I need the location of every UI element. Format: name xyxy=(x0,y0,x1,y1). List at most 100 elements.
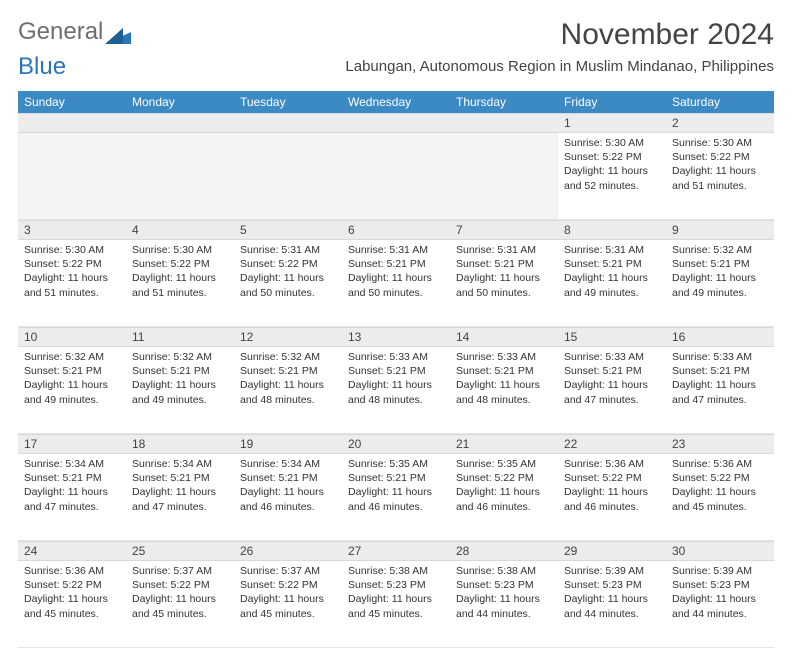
sunrise-text: Sunrise: 5:39 AM xyxy=(672,564,768,578)
weekday-header: Friday xyxy=(558,91,666,113)
day-number: 29 xyxy=(558,541,666,561)
day-number-cell: 21 xyxy=(450,434,558,455)
sunset-text: Sunset: 5:22 PM xyxy=(564,471,660,485)
day-details-cell: Sunrise: 5:36 AMSunset: 5:22 PMDaylight:… xyxy=(18,561,126,648)
day-number-cell: 1 xyxy=(558,113,666,133)
sunrise-text: Sunrise: 5:34 AM xyxy=(132,457,228,471)
day-number-cell: 9 xyxy=(666,220,774,241)
day-details-cell: Sunrise: 5:38 AMSunset: 5:23 PMDaylight:… xyxy=(342,561,450,648)
day-details: Sunrise: 5:36 AMSunset: 5:22 PMDaylight:… xyxy=(666,454,774,518)
sunrise-text: Sunrise: 5:32 AM xyxy=(240,350,336,364)
sunrise-text: Sunrise: 5:32 AM xyxy=(24,350,120,364)
sunset-text: Sunset: 5:21 PM xyxy=(456,364,552,378)
sunrise-text: Sunrise: 5:36 AM xyxy=(672,457,768,471)
day-details: Sunrise: 5:32 AMSunset: 5:21 PMDaylight:… xyxy=(234,347,342,411)
sunrise-text: Sunrise: 5:33 AM xyxy=(672,350,768,364)
day-number-cell: 11 xyxy=(126,327,234,348)
daylight-text: Daylight: 11 hours and 51 minutes. xyxy=(24,271,120,299)
daylight-text: Daylight: 11 hours and 47 minutes. xyxy=(672,378,768,406)
day-details-cell: Sunrise: 5:30 AMSunset: 5:22 PMDaylight:… xyxy=(18,240,126,327)
sunrise-text: Sunrise: 5:32 AM xyxy=(132,350,228,364)
day-number-cell: 14 xyxy=(450,327,558,348)
day-number-cell: 18 xyxy=(126,434,234,455)
day-number-cell: 3 xyxy=(18,220,126,241)
sunset-text: Sunset: 5:21 PM xyxy=(456,257,552,271)
day-details: Sunrise: 5:35 AMSunset: 5:21 PMDaylight:… xyxy=(342,454,450,518)
daylight-text: Daylight: 11 hours and 47 minutes. xyxy=(24,485,120,513)
calendar-body: 12Sunrise: 5:30 AMSunset: 5:22 PMDayligh… xyxy=(18,113,774,648)
day-number: 25 xyxy=(126,541,234,561)
daylight-text: Daylight: 11 hours and 49 minutes. xyxy=(672,271,768,299)
calendar-page: General November 2024 Labungan, Autonomo… xyxy=(0,0,792,658)
daylight-text: Daylight: 11 hours and 50 minutes. xyxy=(240,271,336,299)
day-number-cell: 29 xyxy=(558,541,666,562)
sunset-text: Sunset: 5:21 PM xyxy=(24,364,120,378)
sunrise-text: Sunrise: 5:31 AM xyxy=(456,243,552,257)
day-number: 6 xyxy=(342,220,450,240)
day-number: 3 xyxy=(18,220,126,240)
day-number-cell: 6 xyxy=(342,220,450,241)
day-details-cell: Sunrise: 5:31 AMSunset: 5:21 PMDaylight:… xyxy=(558,240,666,327)
sunset-text: Sunset: 5:23 PM xyxy=(564,578,660,592)
sunrise-text: Sunrise: 5:30 AM xyxy=(132,243,228,257)
day-number-cell: 26 xyxy=(234,541,342,562)
sunrise-text: Sunrise: 5:30 AM xyxy=(24,243,120,257)
day-details-cell xyxy=(18,133,126,220)
daylight-text: Daylight: 11 hours and 45 minutes. xyxy=(348,592,444,620)
day-number: 14 xyxy=(450,327,558,347)
daylight-text: Daylight: 11 hours and 44 minutes. xyxy=(564,592,660,620)
day-details-cell: Sunrise: 5:37 AMSunset: 5:22 PMDaylight:… xyxy=(126,561,234,648)
day-number: 21 xyxy=(450,434,558,454)
day-details-cell: Sunrise: 5:30 AMSunset: 5:22 PMDaylight:… xyxy=(126,240,234,327)
day-details-cell: Sunrise: 5:36 AMSunset: 5:22 PMDaylight:… xyxy=(666,454,774,541)
sunrise-text: Sunrise: 5:38 AM xyxy=(456,564,552,578)
sunset-text: Sunset: 5:22 PM xyxy=(24,257,120,271)
day-details: Sunrise: 5:30 AMSunset: 5:22 PMDaylight:… xyxy=(126,240,234,304)
day-number: 19 xyxy=(234,434,342,454)
day-number: 20 xyxy=(342,434,450,454)
daylight-text: Daylight: 11 hours and 52 minutes. xyxy=(564,164,660,192)
day-number: 15 xyxy=(558,327,666,347)
day-number-cell xyxy=(126,113,234,133)
daylight-text: Daylight: 11 hours and 46 minutes. xyxy=(240,485,336,513)
day-details-cell: Sunrise: 5:36 AMSunset: 5:22 PMDaylight:… xyxy=(558,454,666,541)
day-details-row: Sunrise: 5:36 AMSunset: 5:22 PMDaylight:… xyxy=(18,561,774,648)
weekday-header: Wednesday xyxy=(342,91,450,113)
day-number-cell: 2 xyxy=(666,113,774,133)
sunset-text: Sunset: 5:22 PM xyxy=(240,578,336,592)
day-number-cell xyxy=(342,113,450,133)
sunrise-text: Sunrise: 5:31 AM xyxy=(564,243,660,257)
day-details-cell: Sunrise: 5:32 AMSunset: 5:21 PMDaylight:… xyxy=(126,347,234,434)
day-details-cell: Sunrise: 5:33 AMSunset: 5:21 PMDaylight:… xyxy=(558,347,666,434)
daylight-text: Daylight: 11 hours and 48 minutes. xyxy=(456,378,552,406)
day-details-cell xyxy=(234,133,342,220)
daylight-text: Daylight: 11 hours and 49 minutes. xyxy=(564,271,660,299)
sunrise-text: Sunrise: 5:31 AM xyxy=(348,243,444,257)
daylight-text: Daylight: 11 hours and 46 minutes. xyxy=(456,485,552,513)
day-number-row: 3456789 xyxy=(18,220,774,241)
sunrise-text: Sunrise: 5:30 AM xyxy=(564,136,660,150)
sunrise-text: Sunrise: 5:33 AM xyxy=(564,350,660,364)
day-details: Sunrise: 5:31 AMSunset: 5:21 PMDaylight:… xyxy=(450,240,558,304)
sunset-text: Sunset: 5:23 PM xyxy=(456,578,552,592)
calendar-table: Sunday Monday Tuesday Wednesday Thursday… xyxy=(18,91,774,648)
day-details-cell: Sunrise: 5:35 AMSunset: 5:22 PMDaylight:… xyxy=(450,454,558,541)
sunset-text: Sunset: 5:21 PM xyxy=(240,364,336,378)
day-number-cell: 25 xyxy=(126,541,234,562)
day-details: Sunrise: 5:33 AMSunset: 5:21 PMDaylight:… xyxy=(342,347,450,411)
logo-text-general: General xyxy=(18,18,103,46)
daylight-text: Daylight: 11 hours and 45 minutes. xyxy=(132,592,228,620)
sunset-text: Sunset: 5:22 PM xyxy=(672,471,768,485)
sunrise-text: Sunrise: 5:33 AM xyxy=(456,350,552,364)
day-details: Sunrise: 5:32 AMSunset: 5:21 PMDaylight:… xyxy=(18,347,126,411)
weekday-header: Sunday xyxy=(18,91,126,113)
day-details-cell: Sunrise: 5:33 AMSunset: 5:21 PMDaylight:… xyxy=(450,347,558,434)
sunset-text: Sunset: 5:21 PM xyxy=(240,471,336,485)
daylight-text: Daylight: 11 hours and 46 minutes. xyxy=(348,485,444,513)
day-number-cell: 4 xyxy=(126,220,234,241)
day-details: Sunrise: 5:30 AMSunset: 5:22 PMDaylight:… xyxy=(666,133,774,197)
day-number: 1 xyxy=(558,113,666,133)
day-number-cell: 13 xyxy=(342,327,450,348)
day-number: 22 xyxy=(558,434,666,454)
day-number-cell xyxy=(234,113,342,133)
